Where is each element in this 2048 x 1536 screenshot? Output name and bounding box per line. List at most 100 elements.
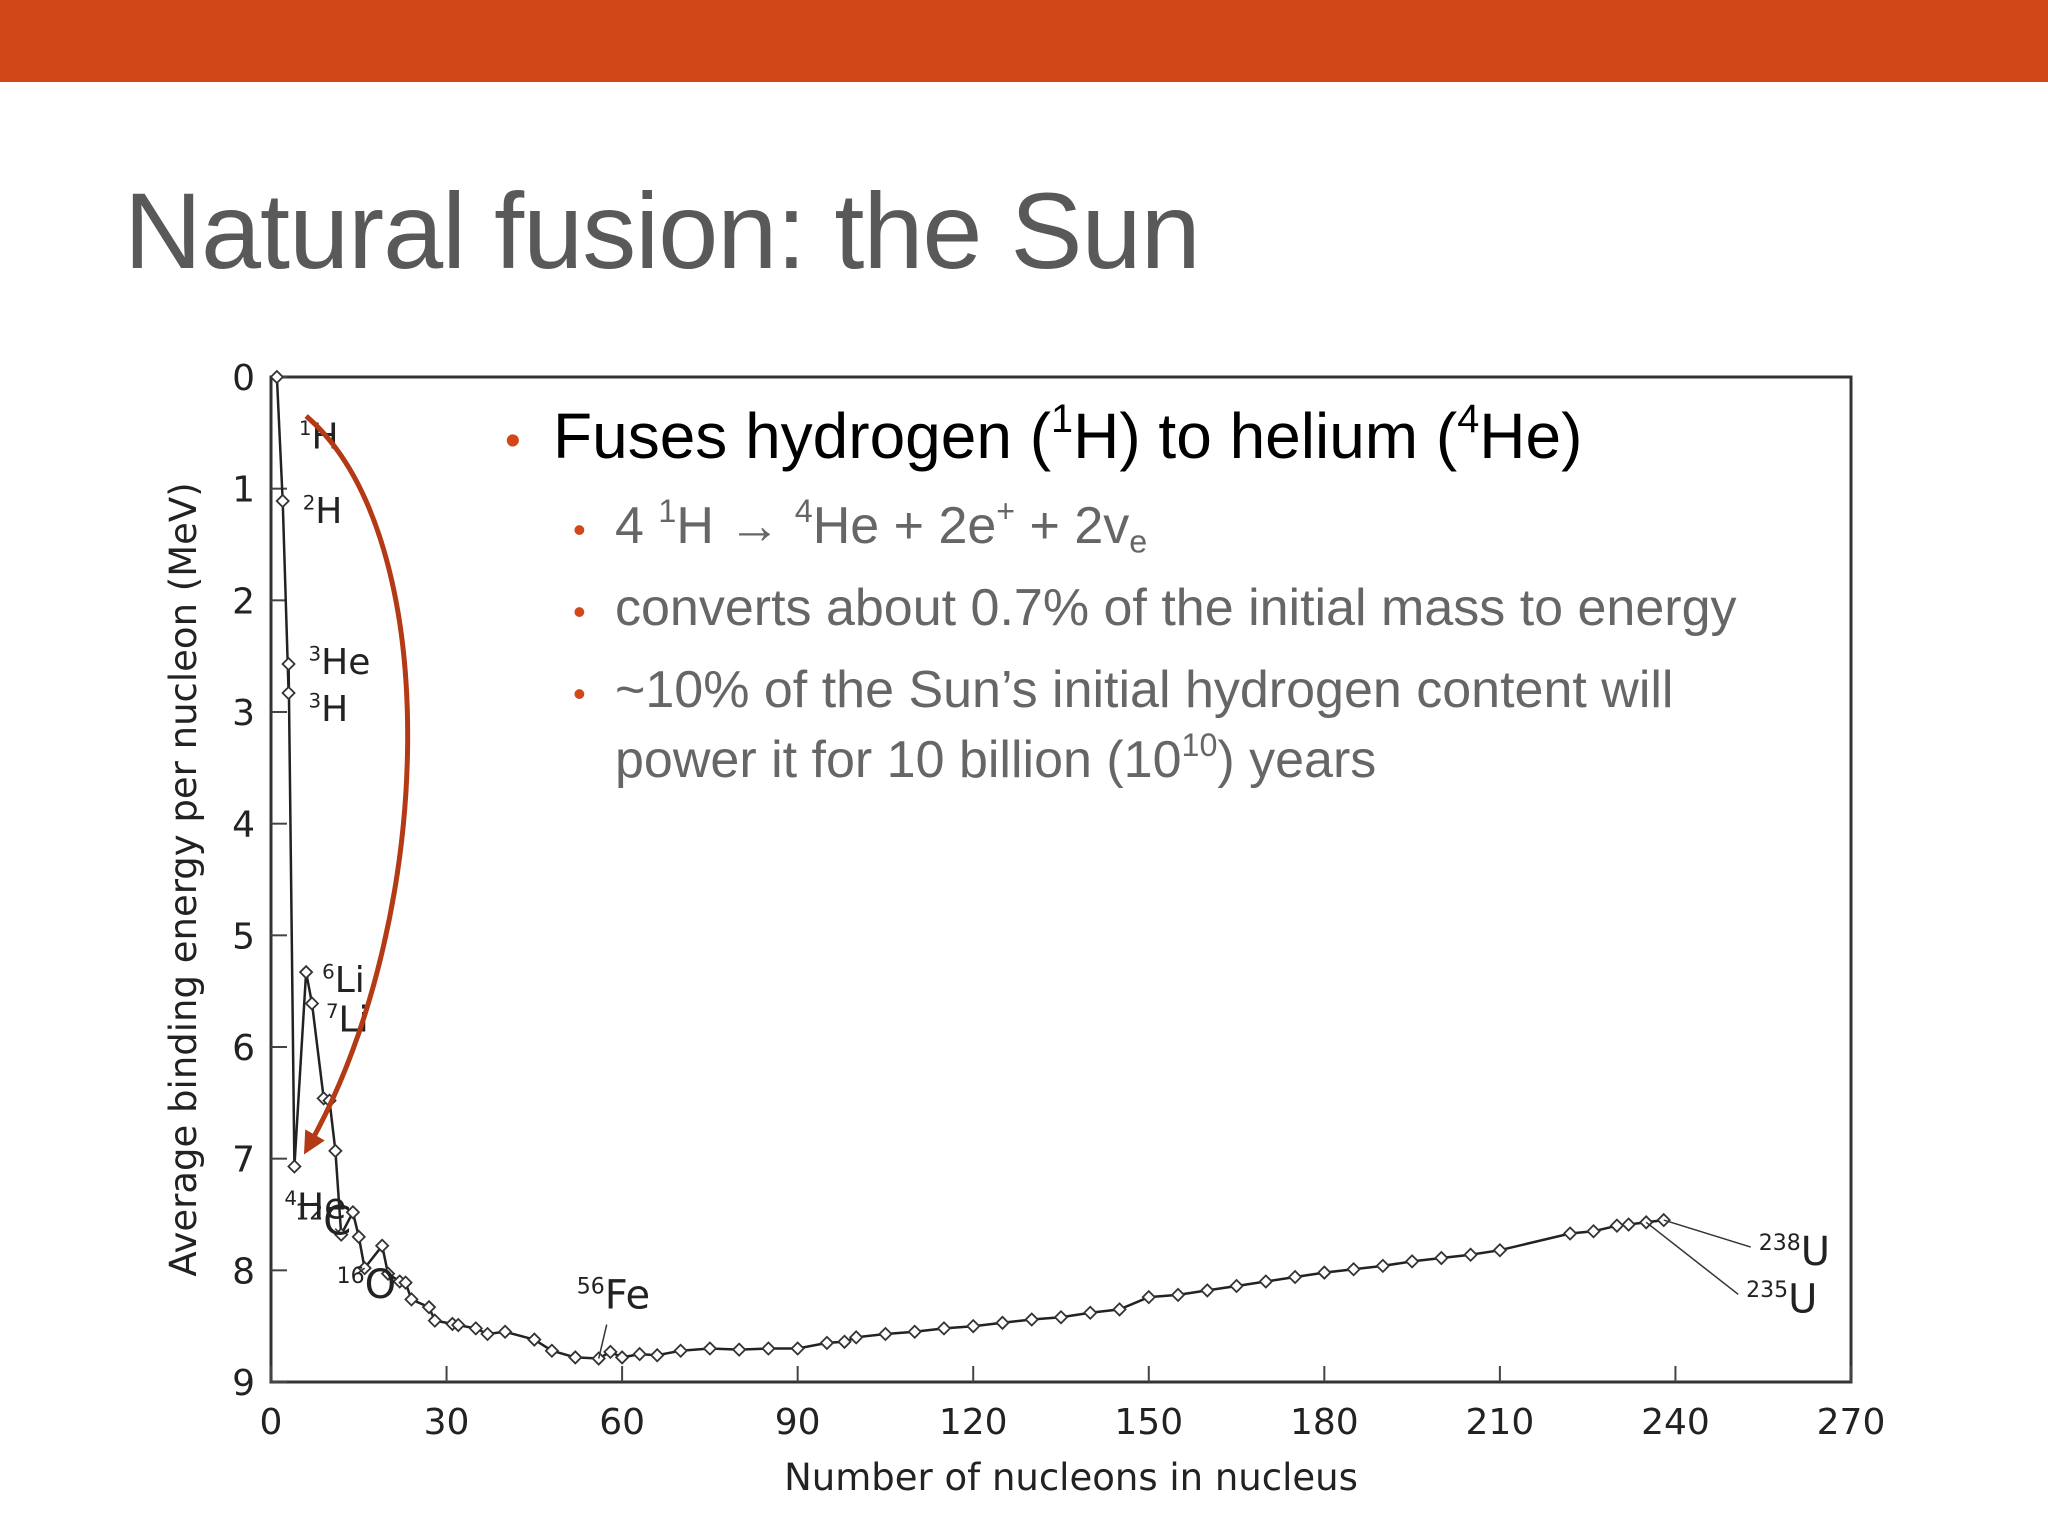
y-tick-label: 6 [232, 1028, 255, 1069]
plot-frame [269, 375, 1853, 1384]
slide-title: Natural fusion: the Sun [124, 170, 1201, 291]
data-point [1141, 1289, 1157, 1305]
y-tick-label: 8 [232, 1251, 255, 1292]
bullet-fuses-hydrogen: • Fuses hydrogen (1H) to helium (4He) [505, 395, 1855, 477]
bullet-mass-conversion: • converts about 0.7% of the initial mass… [505, 573, 1855, 643]
y-tick-label: 3 [232, 693, 255, 734]
data-point [351, 1229, 367, 1245]
data-point [450, 1317, 466, 1333]
annotation-leader [1663, 1219, 1751, 1248]
annotation-leader [597, 1324, 608, 1359]
x-axis-label: Number of nucleons in nucleus [784, 1456, 1358, 1499]
data-point [287, 1159, 302, 1174]
data-point [790, 1341, 805, 1356]
data-point [281, 656, 296, 672]
data-point [1200, 1283, 1215, 1298]
isotope-label-6Li: 6Li [322, 960, 365, 1001]
y-tick-label: 1 [232, 470, 255, 511]
bullet-dot-icon: • [573, 509, 586, 550]
data-point [1492, 1242, 1508, 1258]
data-point [304, 996, 320, 1011]
x-tick-label: 30 [424, 1402, 470, 1443]
data-point [328, 1143, 343, 1159]
isotope-label-7Li: 7Li [326, 999, 369, 1040]
data-point [1609, 1218, 1625, 1233]
data-point [1404, 1254, 1420, 1269]
data-point [819, 1335, 835, 1351]
data-point [398, 1275, 413, 1290]
data-point [427, 1313, 443, 1328]
annotation-leader [1645, 1221, 1739, 1295]
data-point [878, 1326, 893, 1342]
data-point [298, 964, 314, 980]
x-tick-label: 240 [1641, 1402, 1710, 1443]
isotope-label-56Fe: 56Fe [577, 1273, 650, 1319]
isotope-label-12C: 12C [295, 1199, 351, 1245]
y-tick-label: 7 [232, 1140, 255, 1181]
y-tick-label: 0 [232, 358, 255, 399]
data-point [1287, 1269, 1303, 1285]
data-point [497, 1324, 513, 1340]
x-tick-label: 60 [599, 1402, 645, 1443]
data-point [568, 1350, 583, 1365]
data-point [480, 1326, 495, 1342]
isotope-label-2H: 2H [303, 491, 343, 532]
x-tick-label: 120 [939, 1402, 1008, 1443]
data-point [345, 1204, 361, 1220]
isotope-label-4He: 4He [284, 1186, 346, 1227]
data-point [468, 1321, 484, 1336]
arrow-right-icon: → [728, 497, 781, 555]
data-point [374, 1238, 390, 1254]
bullet-dot-icon: • [573, 673, 586, 714]
x-tick-label: 90 [775, 1402, 821, 1443]
x-tick-label: 180 [1290, 1402, 1359, 1443]
data-point [673, 1343, 688, 1359]
data-point [1317, 1265, 1332, 1280]
data-point [731, 1342, 747, 1357]
bullet-dot-icon: • [505, 415, 521, 465]
data-point [1053, 1309, 1069, 1325]
data-point [1621, 1217, 1636, 1232]
data-point [1082, 1305, 1098, 1321]
data-point [1112, 1302, 1127, 1317]
data-point [421, 1299, 437, 1315]
isotope-label-238U: 238U [1759, 1229, 1830, 1275]
data-point [907, 1324, 922, 1340]
data-point [614, 1350, 630, 1365]
data-point [1024, 1312, 1040, 1327]
data-point [1586, 1223, 1601, 1239]
x-tick-label: 210 [1466, 1402, 1535, 1443]
data-point [1229, 1278, 1244, 1294]
data-point [649, 1347, 665, 1363]
data-point [1656, 1212, 1672, 1228]
data-point [848, 1330, 864, 1345]
data-point [761, 1341, 776, 1356]
annotation-leader [334, 1228, 342, 1236]
data-point [603, 1344, 618, 1360]
bullet-list: • Fuses hydrogen (1H) to helium (4He) • 4 … [505, 395, 1855, 807]
y-axis-label: Average binding energy per nucleon (MeV) [162, 482, 205, 1276]
data-point [1562, 1226, 1578, 1241]
y-tick-label: 4 [232, 805, 255, 846]
data-point [544, 1343, 560, 1359]
isotope-label-235U: 235U [1746, 1276, 1817, 1322]
data-point [1463, 1247, 1478, 1262]
y-tick-label: 9 [232, 1363, 255, 1404]
data-point [837, 1334, 852, 1350]
data-point [995, 1315, 1010, 1331]
data-point [269, 369, 285, 385]
isotope-label-1H: 1H [299, 417, 339, 458]
annotation-leader [356, 1267, 366, 1275]
binding-energy-curve [275, 376, 1664, 1360]
data-point [1346, 1261, 1361, 1277]
data-point [936, 1321, 952, 1336]
data-point [702, 1341, 718, 1356]
data-point [380, 1266, 396, 1281]
bullet-hydrogen-content: • ~10% of the Sun’s initial hydrogen cont… [573, 661, 1674, 789]
data-point [632, 1346, 647, 1362]
data-point [1258, 1274, 1274, 1289]
data-point [281, 685, 296, 701]
data-point [1170, 1287, 1186, 1303]
isotope-label-16O: 16O [337, 1262, 396, 1308]
